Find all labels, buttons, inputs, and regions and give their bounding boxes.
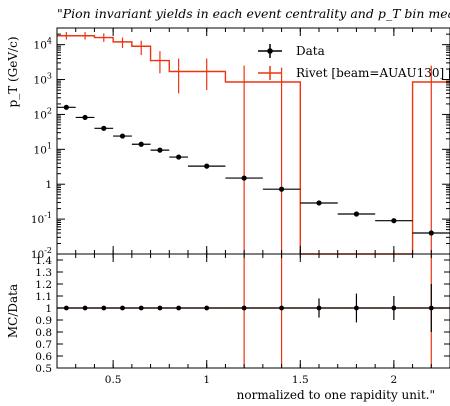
legend-rivet-label: Rivet [beam=AUAU130] [c: [296, 66, 450, 80]
y-tick-label: 102: [34, 106, 52, 121]
data-point: [242, 175, 247, 180]
data-point: [176, 154, 181, 159]
ratio-point: [139, 306, 144, 311]
data-point: [316, 200, 321, 205]
data-point: [139, 142, 144, 147]
ratio-point: [279, 306, 284, 311]
data-series: [57, 105, 450, 332]
ratio-tick-label: 1.3: [35, 267, 52, 279]
data-point: [101, 126, 106, 131]
y-tick-label: 10-1: [31, 211, 52, 226]
ratio-point: [120, 306, 125, 311]
data-point: [204, 164, 209, 169]
ratio-tick-label: 0.9: [35, 315, 52, 327]
x-axis-label: normalized to one rapidity unit.": [237, 388, 435, 402]
x-tick-label: 1.5: [292, 374, 309, 386]
ratio-tick-label: 1: [45, 303, 52, 315]
x-tick-label: 0.5: [105, 374, 122, 386]
ratio-point: [64, 306, 69, 311]
ratio-tick-label: 1.2: [35, 279, 52, 291]
ratio-point: [158, 306, 163, 311]
y-tick-label: 103: [34, 72, 52, 87]
ratio-point: [101, 306, 106, 311]
ratio-point: [354, 306, 359, 311]
ratio-tick-label: 1.4: [35, 255, 52, 267]
ratio-point: [317, 306, 322, 311]
ratio-tick-label: 0.8: [35, 327, 52, 339]
data-point: [64, 105, 69, 110]
x-tick-label: 2: [391, 374, 398, 386]
ratio-point: [391, 306, 396, 311]
ratio-tick-label: 0.6: [35, 351, 52, 363]
ratio-point: [204, 306, 209, 311]
y-axis-label: p_T (GeV/c): [6, 37, 20, 108]
ratio-axis-label: MC/Data: [6, 284, 20, 338]
ratio-point: [83, 306, 88, 311]
y-tick-label: 104: [34, 37, 52, 52]
main-plot-frame: [57, 28, 450, 254]
legend-data-label: Data: [296, 44, 325, 58]
legend: Data Rivet [beam=AUAU130] [c: [258, 44, 450, 80]
ratio-tick-label: 0.7: [35, 339, 52, 351]
data-point: [82, 115, 87, 120]
y-tick-label: 1: [45, 179, 52, 191]
data-point: [120, 133, 125, 138]
ratio-point: [429, 306, 434, 311]
x-tick-label: 1: [203, 374, 210, 386]
y-tick-label: 101: [34, 141, 52, 156]
data-point: [157, 148, 162, 153]
ratio-point: [176, 306, 181, 311]
data-point: [354, 211, 359, 216]
ratio-plot-frame: [57, 254, 450, 368]
legend-data-marker: [267, 48, 273, 54]
chart-title: "Pion invariant yields in each event cen…: [57, 6, 450, 21]
data-point: [279, 187, 284, 192]
data-point: [391, 218, 396, 223]
data-point: [429, 230, 434, 235]
ratio-point: [242, 306, 247, 311]
ratio-tick-label: 1.1: [35, 291, 52, 303]
rivet-series: [57, 32, 450, 368]
ratio-tick-label: 0.5: [35, 363, 52, 375]
